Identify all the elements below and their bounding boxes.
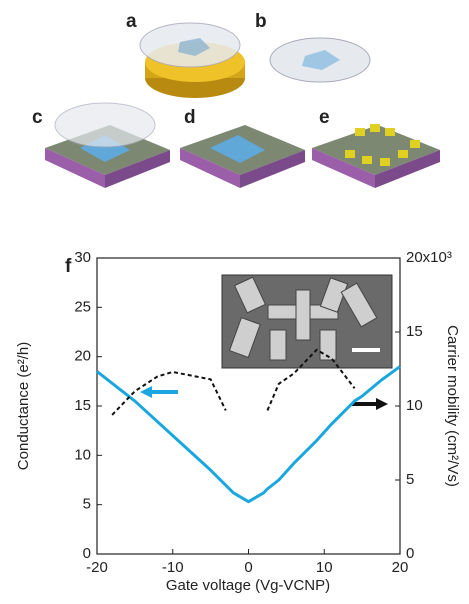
y-tick-label: 5 bbox=[83, 496, 91, 513]
illustration-d bbox=[180, 125, 305, 188]
x-tick-label: 0 bbox=[244, 559, 252, 576]
y2-tick-label: 5 bbox=[406, 471, 414, 488]
panel-label: d bbox=[184, 107, 196, 128]
arrow bbox=[140, 386, 178, 398]
y-axis-label: Conductance (e²/h) bbox=[15, 342, 32, 470]
y-tick-label: 30 bbox=[74, 249, 91, 266]
panel-label: b bbox=[255, 11, 267, 32]
illustration-a bbox=[140, 23, 245, 98]
x-tick-label: -10 bbox=[162, 559, 184, 576]
x-tick-label: 10 bbox=[316, 559, 333, 576]
y2-tick-label: 0 bbox=[406, 545, 414, 562]
y-tick-label: 20 bbox=[74, 348, 91, 365]
y2-tick-label: 15 bbox=[406, 323, 423, 340]
figure: a b c d e f bbox=[0, 0, 469, 599]
illustration-b bbox=[270, 38, 370, 82]
panel-label: a bbox=[126, 11, 137, 32]
x-axis-label: Gate voltage (Vg-VCNP) bbox=[166, 577, 330, 594]
panel-label: c bbox=[32, 107, 43, 128]
illustration-c bbox=[45, 103, 170, 188]
inset-image bbox=[222, 275, 392, 368]
panel-label: e bbox=[319, 107, 330, 128]
y-tick-label: 0 bbox=[83, 545, 91, 562]
panel-label: f bbox=[65, 256, 72, 277]
y-tick-label: 15 bbox=[74, 397, 91, 414]
illustration-e bbox=[312, 124, 440, 188]
y2-tick-label: 10 bbox=[406, 397, 423, 414]
y-tick-label: 10 bbox=[74, 446, 91, 463]
y-tick-label: 25 bbox=[74, 298, 91, 315]
y2-axis-label: Carrier mobility (cm²/Vs) bbox=[444, 325, 461, 487]
y2-tick-label: 20x10³ bbox=[406, 249, 452, 266]
